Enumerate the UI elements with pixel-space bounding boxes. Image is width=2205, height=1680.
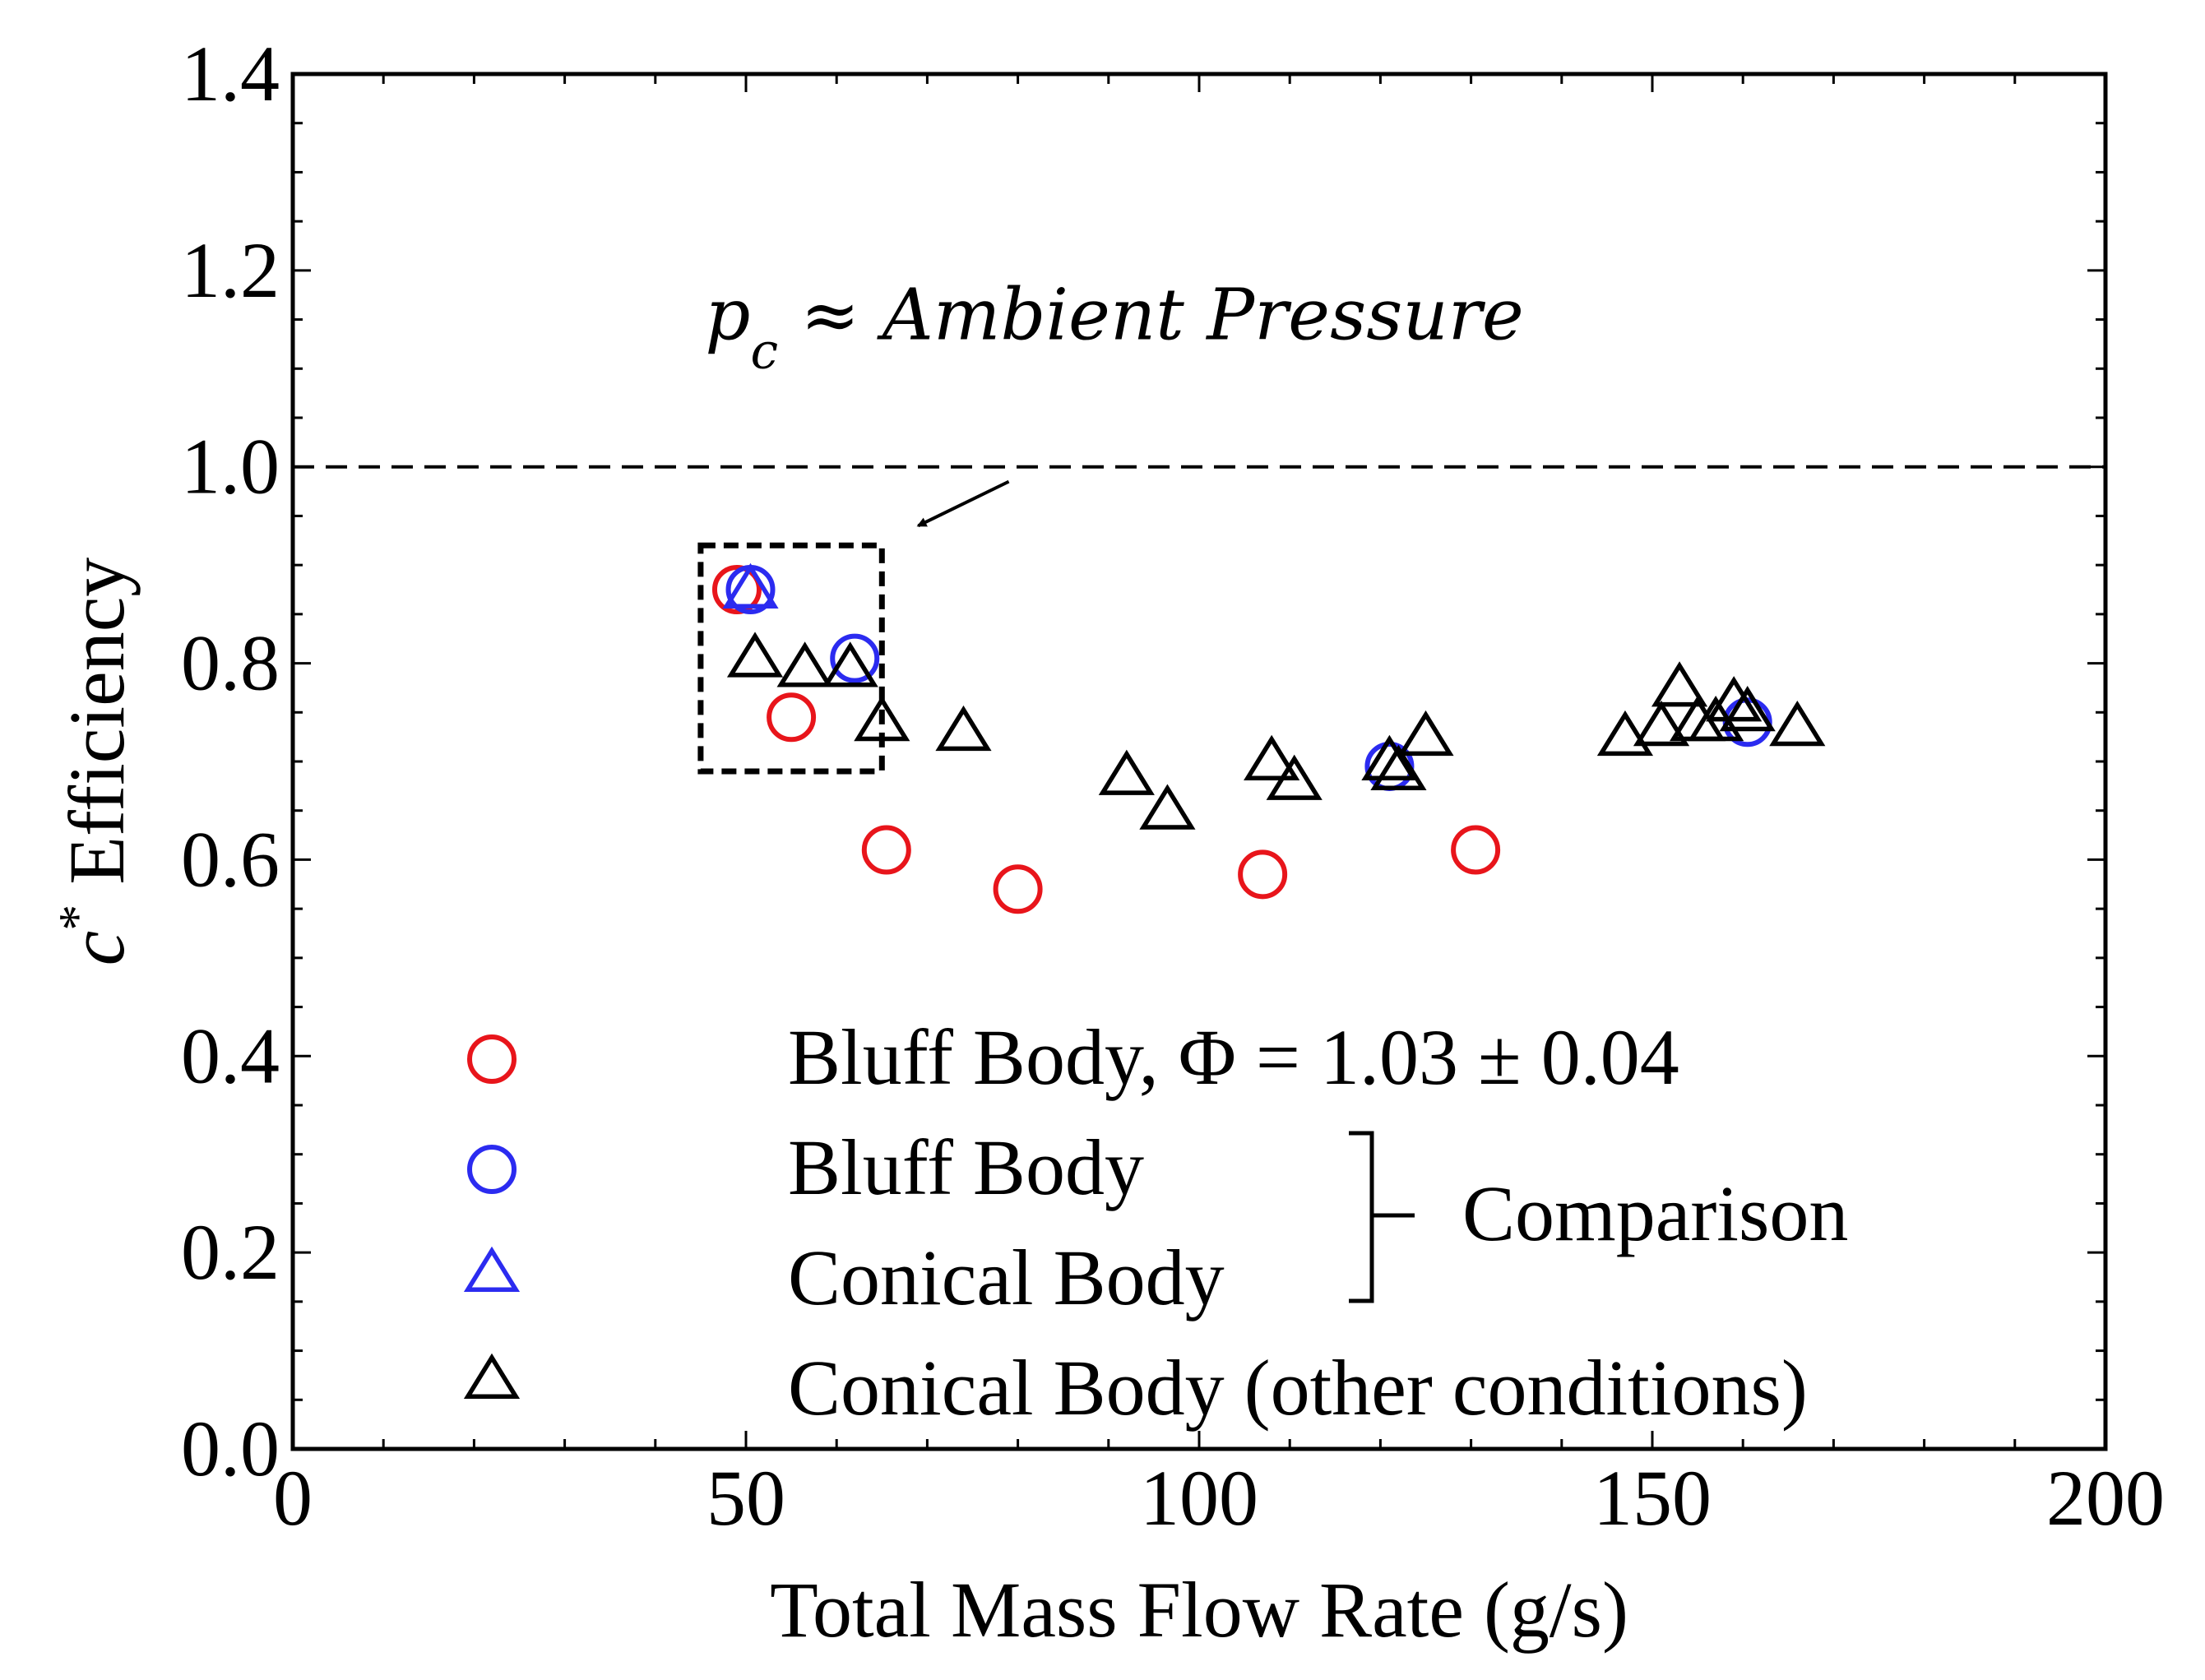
- y-tick-label: 0.0: [181, 1405, 280, 1493]
- x-tick-label: 200: [2046, 1454, 2165, 1542]
- highlight-box: [697, 542, 885, 775]
- legend-bracket: [1349, 1131, 1415, 1303]
- series-3-point: [1651, 661, 1708, 707]
- series-3-point: [1719, 686, 1776, 732]
- y-axis-title-sup: *: [48, 905, 106, 931]
- y-tick-label: 0.2: [181, 1208, 280, 1296]
- y-tick-label: 0.8: [181, 619, 280, 707]
- series-3-point: [1266, 754, 1323, 800]
- annotation-text: pc ≈ Ambient Pressure: [705, 274, 1523, 380]
- legend-label-0: Bluff Body, Φ = 1.03 ± 0.04: [788, 1013, 1679, 1101]
- x-axis-title: Total Mass Flow Rate (g/s): [770, 1566, 1628, 1654]
- series-0-point: [711, 565, 762, 614]
- data-marks: [711, 562, 1826, 914]
- y-axis-title-rest: Efficiency: [53, 558, 141, 905]
- series-3-point: [1706, 676, 1763, 722]
- legend-label-1: Bluff Body: [788, 1123, 1144, 1211]
- highlight-box-group: [697, 542, 885, 775]
- y-tick-label: 1.0: [181, 423, 280, 511]
- legend-group-label: Comparison: [1462, 1169, 1848, 1257]
- y-axis-title: c* Efficiency: [48, 558, 141, 966]
- legend: Bluff Body, Φ = 1.03 ± 0.04 Bluff Body C…: [463, 1013, 1848, 1432]
- series-3-point: [1361, 734, 1418, 780]
- series-3-point: [1098, 749, 1155, 795]
- x-tick-label: 50: [706, 1454, 785, 1542]
- series-3-point: [1596, 710, 1654, 757]
- y-tick-label: 1.2: [181, 226, 280, 314]
- x-tick-label: 100: [1140, 1454, 1258, 1542]
- legend-symbol-0: [467, 1034, 517, 1084]
- legend-label-2: Conical Body: [788, 1233, 1225, 1321]
- series-3-point: [1370, 744, 1427, 790]
- series-2-point: [722, 562, 779, 609]
- series-3-point: [1397, 710, 1454, 757]
- legend-symbol-3: [463, 1353, 521, 1399]
- series-0-point: [1238, 849, 1288, 900]
- series-3-point: [822, 641, 878, 687]
- series-0-point: [993, 864, 1043, 914]
- series-0-point: [861, 825, 911, 875]
- series-3-point: [776, 641, 833, 687]
- y-tick-label: 1.4: [181, 30, 280, 118]
- y-axis-title-var: c: [53, 931, 141, 966]
- series-3-point: [726, 632, 784, 678]
- x-tick-label: 0: [273, 1454, 313, 1542]
- series-1-point: [830, 633, 880, 683]
- y-tick-label: 0.4: [181, 1011, 280, 1099]
- annotation-var: p: [705, 274, 750, 356]
- series-0-point: [767, 692, 817, 743]
- series-3-point: [935, 705, 992, 752]
- series-3-point: [1139, 784, 1196, 830]
- legend-symbol-2: [463, 1246, 521, 1292]
- y-tick-label: 0.6: [181, 815, 280, 903]
- series-3-point: [1633, 700, 1690, 747]
- series-0-point: [1451, 825, 1501, 875]
- axis-ticks: 0 50 100 150 200 0.0 0.2 0.4 0.6 0.8 1.0 1.2 1.4: [181, 30, 2165, 1542]
- series-3-point: [854, 695, 910, 742]
- x-tick-label: 150: [1593, 1454, 1712, 1542]
- legend-label-3: Conical Body (other conditions): [788, 1344, 1808, 1432]
- annotation-sub: c: [750, 322, 778, 380]
- annotation-arrow: [916, 479, 1010, 528]
- legend-symbol-1: [467, 1145, 517, 1194]
- annotation-rest: ≈ Ambient Pressure: [778, 274, 1524, 356]
- series-3-point: [1244, 734, 1300, 780]
- series-3-point: [1769, 700, 1826, 747]
